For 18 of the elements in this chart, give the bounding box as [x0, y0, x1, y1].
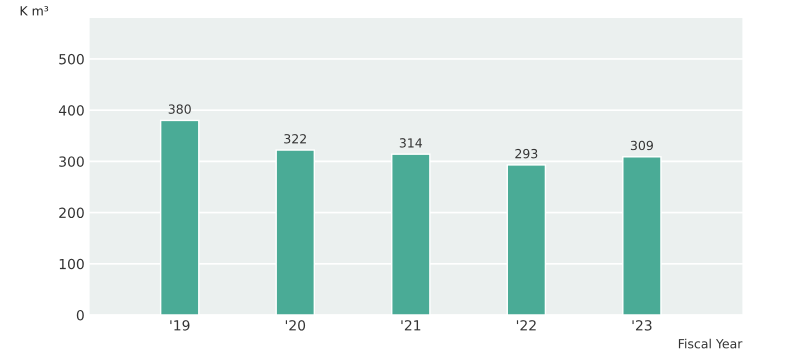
x-tick-label: '19	[170, 320, 190, 331]
y-tick-label: 400	[58, 105, 84, 116]
y-tick-label: 200	[59, 208, 84, 218]
y-tick-label: 300	[59, 156, 84, 167]
data-label: 380	[168, 104, 191, 114]
y-axis-title: K m³	[20, 6, 48, 16]
x-tick-label: '22	[516, 320, 536, 330]
data-label: 309	[630, 140, 653, 150]
y-tick-label: 500	[59, 54, 84, 64]
y-tick-label: 100	[60, 258, 84, 270]
data-label: 314	[400, 138, 422, 148]
y-tick-label: 0	[76, 310, 84, 320]
data-label: 322	[284, 134, 306, 144]
x-tick-label: '21	[401, 320, 420, 330]
x-tick-label: '20	[286, 320, 306, 331]
x-axis-title: Fiscal Year	[678, 338, 742, 348]
data-label: 293	[515, 148, 538, 158]
x-tick-label: '23	[632, 320, 652, 331]
